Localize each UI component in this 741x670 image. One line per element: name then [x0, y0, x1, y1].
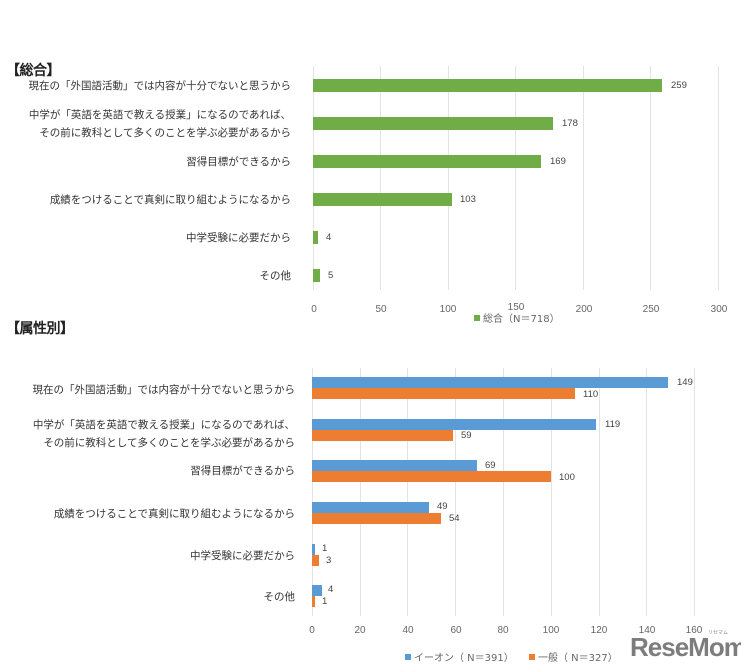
bar-aeon — [312, 502, 429, 513]
category-label: 現在の「外国語活動」では内容が十分でないと思うから — [28, 80, 292, 92]
x-tick: 200 — [575, 304, 593, 315]
legend-label: 総合（N＝718） — [483, 314, 560, 325]
bar-general — [312, 388, 575, 399]
legend-label: 一般（ N＝327） — [538, 653, 618, 664]
value-label: 119 — [605, 419, 621, 430]
bar-general — [312, 430, 453, 441]
category-label: 成績をつけることで真剣に取り組むようになるから — [49, 194, 291, 206]
value-label: 178 — [562, 118, 578, 129]
x-tick: 160 — [685, 625, 703, 636]
bar-aeon — [312, 419, 596, 430]
value-label: 4 — [328, 584, 334, 595]
value-label: 149 — [677, 377, 693, 388]
x-tick: 40 — [402, 625, 414, 636]
bar-overall — [313, 155, 541, 168]
bar-aeon — [312, 585, 322, 596]
category-label: その前に教科として多くのことを学ぶ必要があるから — [43, 437, 295, 449]
gridline — [360, 368, 361, 616]
category-label: その前に教科として多くのことを学ぶ必要があるから — [39, 127, 291, 139]
category-label: 中学受験に必要だから — [186, 232, 291, 244]
x-tick: 100 — [439, 304, 457, 315]
resemom-logo-kana: リセマム — [708, 630, 729, 636]
gridline — [312, 368, 313, 616]
value-label: 4 — [326, 232, 332, 243]
overall-title: 【総合】 — [6, 63, 61, 79]
value-label: 169 — [550, 156, 566, 167]
category-label: 習得目標ができるから — [190, 465, 295, 477]
category-label: 成績をつけることで真剣に取り組むようになるから — [53, 508, 295, 520]
value-label: 54 — [449, 513, 460, 524]
value-label: 103 — [460, 194, 476, 205]
value-label: 259 — [671, 80, 687, 91]
category-label: 中学受験に必要だから — [190, 550, 295, 562]
gridline — [407, 368, 408, 616]
category-label: その他 — [263, 591, 296, 603]
bar-aeon — [312, 460, 477, 471]
legend-aeon: イーオン（ N＝391） — [405, 649, 514, 664]
category-label: 習得目標ができるから — [186, 156, 291, 168]
gridline — [718, 66, 719, 290]
x-tick: 50 — [375, 304, 387, 315]
value-label: 1 — [322, 596, 328, 607]
x-tick: 60 — [450, 625, 462, 636]
gridline — [380, 66, 381, 290]
x-tick: 300 — [710, 304, 728, 315]
category-label: その他 — [259, 270, 292, 282]
legend-swatch — [474, 314, 480, 321]
value-label: 100 — [559, 472, 575, 483]
value-label: 5 — [328, 270, 334, 281]
gridline — [448, 66, 449, 290]
gridline — [455, 368, 456, 616]
bar-overall — [313, 79, 662, 92]
bar-general — [312, 596, 315, 607]
by-attribute-title: 【属性別】 — [6, 321, 74, 337]
bar-aeon — [312, 544, 315, 555]
x-tick: 0 — [311, 304, 317, 315]
bar-general — [312, 555, 319, 566]
gridline — [583, 66, 584, 290]
gridline — [313, 66, 314, 290]
category-label: 中学が「英語を英語で教える授業」になるのであれば、 — [32, 419, 295, 431]
value-label: 110 — [583, 389, 599, 400]
gridline — [551, 368, 552, 616]
gridline — [599, 368, 600, 616]
legend-label: イーオン（ N＝391） — [414, 653, 514, 664]
gridline — [694, 368, 695, 616]
x-tick: 250 — [642, 304, 660, 315]
bar-overall — [313, 193, 452, 206]
x-tick: 100 — [542, 625, 560, 636]
x-tick: 150 — [507, 302, 525, 313]
value-label: 59 — [461, 430, 472, 441]
x-tick: 0 — [309, 625, 315, 636]
gridline — [646, 368, 647, 616]
gridline — [503, 368, 504, 616]
value-label: 69 — [485, 460, 496, 471]
bar-overall — [313, 231, 318, 244]
category-label: 中学が「英語を英語で教える授業」になるのであれば、 — [28, 109, 291, 121]
x-tick: 140 — [638, 625, 656, 636]
x-tick: 120 — [590, 625, 608, 636]
resemom-logo: ReseMom — [630, 632, 741, 662]
legend-swatch — [405, 653, 411, 660]
bar-overall — [313, 117, 553, 130]
value-label: 1 — [322, 543, 328, 554]
x-tick: 20 — [354, 625, 366, 636]
gridline — [650, 66, 651, 290]
bar-general — [312, 471, 551, 482]
value-label: 3 — [326, 555, 332, 566]
legend-general: 一般（ N＝327） — [529, 649, 618, 664]
gridline — [515, 66, 516, 290]
bar-overall — [313, 269, 320, 282]
bar-aeon — [312, 377, 668, 388]
value-label: 49 — [437, 501, 448, 512]
legend-swatch — [529, 653, 535, 660]
x-tick: 80 — [497, 625, 509, 636]
legend-overall: 総合（N＝718） — [472, 310, 562, 325]
bar-general — [312, 513, 441, 524]
category-label: 現在の「外国語活動」では内容が十分でないと思うから — [32, 384, 296, 396]
